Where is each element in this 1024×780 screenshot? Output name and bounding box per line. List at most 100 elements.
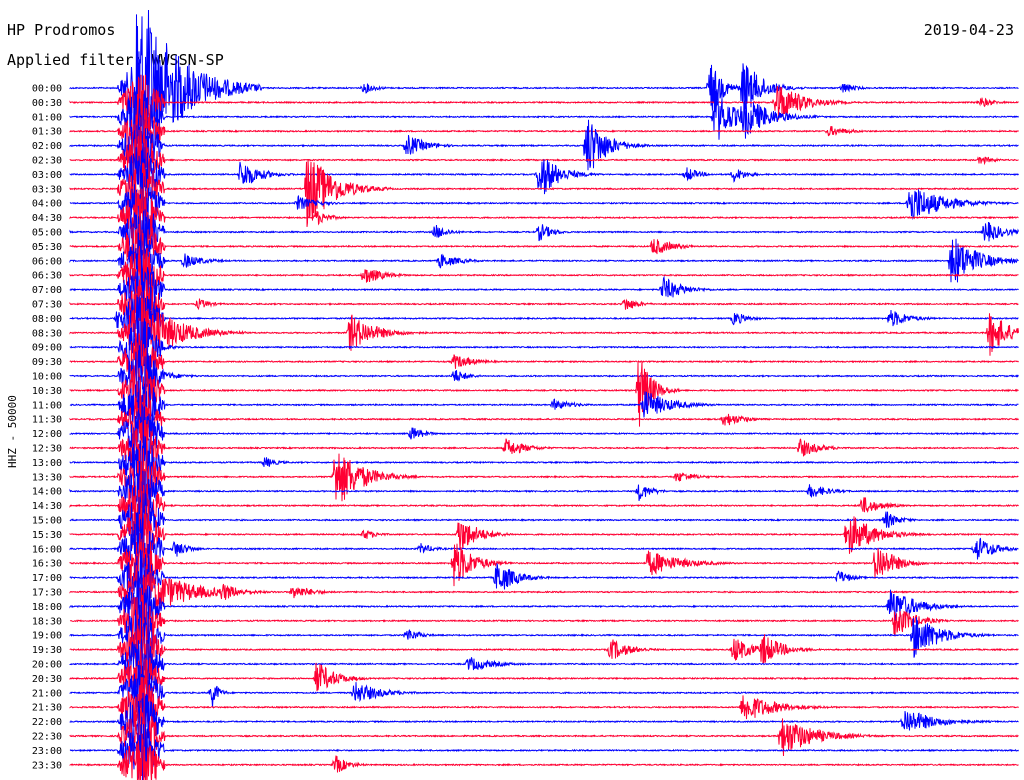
- row-tick-label: 17:30: [32, 588, 62, 599]
- trace-row: [69, 549, 1019, 609]
- row-tick-label: 10:30: [32, 386, 62, 397]
- row-tick-label: 07:00: [32, 285, 62, 296]
- row-tick-label: 06:00: [32, 256, 62, 267]
- row-tick-label: 17:00: [32, 573, 62, 584]
- trace-row: [69, 733, 1019, 780]
- trace-row: [69, 517, 1019, 578]
- trace-row: [69, 209, 1019, 260]
- row-tick-label: 01:30: [32, 127, 62, 138]
- row-tick-label: 00:30: [32, 98, 62, 109]
- trace-row: [69, 502, 1019, 561]
- row-tick-label: 19:00: [32, 631, 62, 642]
- row-tick-label: 16:30: [32, 559, 62, 570]
- row-tick-label: 02:30: [32, 156, 62, 167]
- trace-row: [69, 333, 1019, 386]
- row-tick-label: 11:30: [32, 415, 62, 426]
- trace-row: [69, 565, 1019, 622]
- trace-row: [69, 215, 1019, 275]
- row-tick-label: 02:00: [32, 141, 62, 152]
- station-title: HP Prodromos: [7, 21, 116, 39]
- trace-row: [69, 420, 1019, 467]
- row-tick-label: 10:00: [32, 372, 62, 383]
- row-tick-label: 16:00: [32, 544, 62, 555]
- trace-row: [69, 601, 1019, 667]
- filter-label: Applied filter: WWSSN-SP: [7, 51, 224, 69]
- date-label: 2019-04-23: [923, 21, 1014, 39]
- row-tick-label: 20:30: [32, 674, 62, 685]
- trace-row: [69, 172, 1019, 233]
- trace-row: [69, 142, 1019, 207]
- trace-row: [69, 692, 1019, 753]
- trace-row: [69, 664, 1019, 724]
- row-tick-label: 19:30: [32, 645, 62, 656]
- row-tick-label: 20:00: [32, 660, 62, 671]
- row-tick-label: 09:00: [32, 343, 62, 354]
- trace-row: [69, 278, 1019, 334]
- trace-row: [69, 574, 1019, 636]
- trace-row: [69, 232, 1019, 294]
- trace-row: [69, 588, 1019, 647]
- trace-row: [69, 376, 1019, 434]
- trace-row: [69, 532, 1019, 587]
- row-tick-label: 04:00: [32, 199, 62, 210]
- trace-row: [69, 648, 1019, 707]
- row-tick-label: 08:00: [32, 314, 62, 325]
- row-tick-label: 12:00: [32, 429, 62, 440]
- row-tick-label: 09:30: [32, 357, 62, 368]
- trace-row: [69, 103, 1019, 166]
- trace-row: [69, 115, 1019, 174]
- trace-row: [69, 676, 1019, 735]
- trace-row: [69, 722, 1019, 780]
- row-tick-label: 15:30: [32, 530, 62, 541]
- row-tick-label: 03:30: [32, 184, 62, 195]
- row-tick-label: 05:30: [32, 242, 62, 253]
- row-tick-label: 14:30: [32, 501, 62, 512]
- row-tick-label: 07:30: [32, 300, 62, 311]
- row-tick-label: 15:00: [32, 516, 62, 527]
- trace-row: [69, 89, 1019, 151]
- row-tick-label: 14:00: [32, 487, 62, 498]
- row-tick-label: 03:00: [32, 170, 62, 181]
- trace-row: [69, 265, 1019, 321]
- trace-row: [69, 702, 1019, 767]
- row-tick-label: 08:30: [32, 328, 62, 339]
- trace-row: [69, 288, 1019, 350]
- row-tick-label: 23:30: [32, 760, 62, 771]
- trace-row: [69, 386, 1019, 451]
- row-tick-label: 23:00: [32, 746, 62, 757]
- row-tick-label: 13:30: [32, 472, 62, 483]
- trace-row: [69, 188, 1019, 241]
- trace-row: [69, 404, 1019, 464]
- trace-row: [69, 345, 1019, 405]
- row-tick-label: 18:00: [32, 602, 62, 613]
- trace-row: [69, 361, 1019, 427]
- row-tick-label: 13:00: [32, 458, 62, 469]
- row-tick-label: 06:30: [32, 271, 62, 282]
- trace-row: [69, 318, 1019, 377]
- trace-row: [69, 74, 1019, 132]
- row-tick-label: 22:30: [32, 732, 62, 743]
- row-tick-label: 18:30: [32, 616, 62, 627]
- row-tick-label: 00:00: [32, 84, 62, 95]
- row-tick-label: 12:30: [32, 444, 62, 455]
- row-tick-label: 04:30: [32, 213, 62, 224]
- row-tick-label: 11:00: [32, 400, 62, 411]
- trace-row: [69, 474, 1019, 538]
- row-tick-label: 21:00: [32, 688, 62, 699]
- trace-row: [69, 296, 1019, 369]
- row-tick-label: 01:00: [32, 112, 62, 123]
- trace-row: [69, 246, 1019, 303]
- trace-row: [69, 638, 1019, 690]
- row-tick-label: 21:30: [32, 703, 62, 714]
- trace-row: [69, 461, 1019, 516]
- trace-row: [69, 617, 1019, 681]
- row-tick-label: 05:00: [32, 228, 62, 239]
- row-tick-label: 22:00: [32, 717, 62, 728]
- trace-row: [69, 158, 1019, 227]
- trace-row: [69, 434, 1019, 494]
- trace-row: [69, 448, 1019, 504]
- trace-row: [69, 492, 1019, 549]
- trace-row: [69, 9, 1019, 174]
